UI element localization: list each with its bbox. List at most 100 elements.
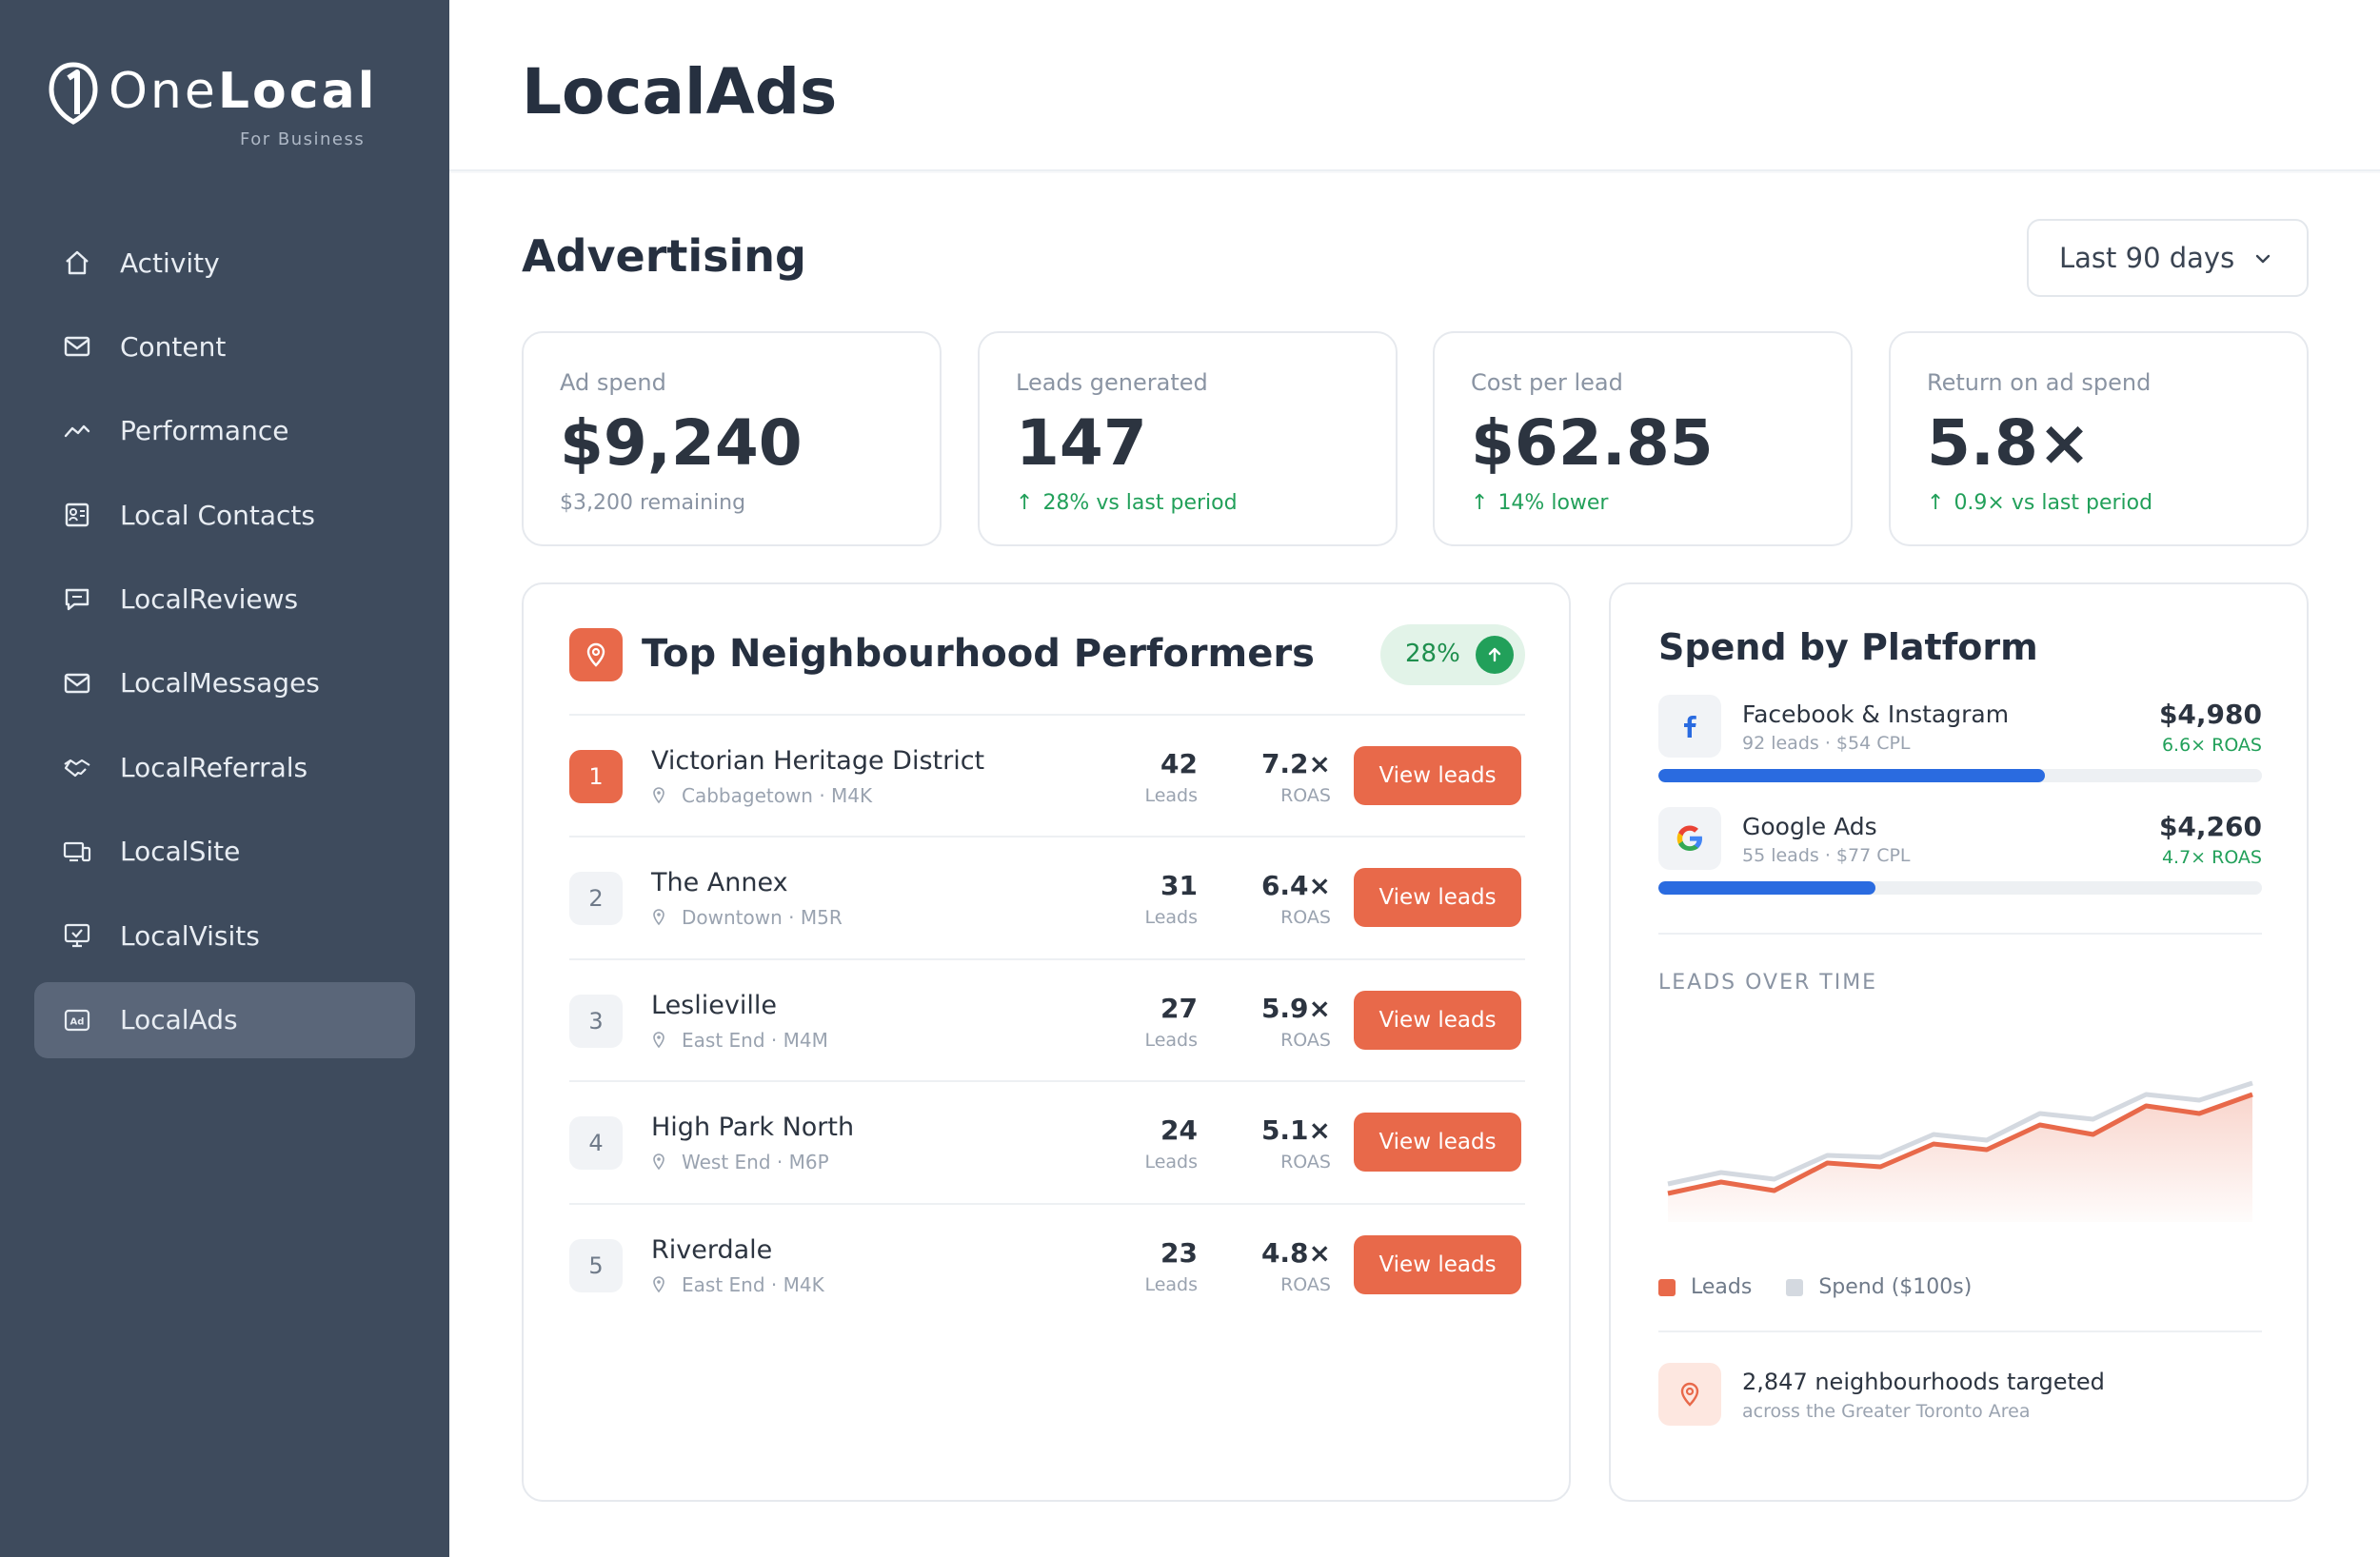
brand-subtitle: For Business <box>240 129 366 149</box>
roas-label: ROAS <box>1280 785 1331 806</box>
leads-count: 42 <box>1160 748 1198 779</box>
mail-icon <box>61 330 93 363</box>
sidebar-item-local-ads[interactable]: Ad LocalAds <box>34 981 415 1058</box>
leads-count: 23 <box>1160 1236 1198 1269</box>
location-pin-icon <box>1658 1363 1721 1426</box>
onelocal-logo-icon <box>49 62 98 125</box>
sidebar-item-performance[interactable]: Performance <box>34 393 415 469</box>
platform-row-google: Google Ads 55 leads · $77 CPL $4,260 4.7… <box>1658 807 2262 902</box>
date-range-value: Last 90 days <box>2059 242 2235 274</box>
location-pin-icon <box>653 1031 664 1049</box>
sidebar-item-activity[interactable]: Activity <box>34 225 415 301</box>
svg-text:Ad: Ad <box>70 1016 85 1027</box>
platform-roas: 6.6× ROAS <box>2161 735 2262 756</box>
platform-name: Google Ads <box>1742 813 1877 840</box>
kpi-value: 147 <box>1016 406 1147 480</box>
leads-stat: 24 Leads <box>1121 1114 1198 1173</box>
neighbourhood-location: Cabbagetown · M4K <box>651 784 872 807</box>
sidebar-item-label: LocalSite <box>120 836 241 868</box>
neighbourhood-location-text: Downtown · M5R <box>682 906 843 930</box>
sidebar-item-label: LocalMessages <box>120 667 320 700</box>
roas-value: 7.2× <box>1260 748 1331 779</box>
location-pin-icon <box>653 1275 664 1292</box>
list-item: 1 Victorian Heritage District Cabbagetow… <box>569 714 1525 836</box>
platform-meta: 55 leads · $77 CPL <box>1742 845 1911 866</box>
arrow-up-icon <box>1476 636 1514 674</box>
view-leads-button[interactable]: View leads <box>1354 1113 1521 1173</box>
location-pin-icon <box>653 1153 664 1171</box>
targeting-count: 2,847 neighbourhoods targeted <box>1742 1369 2105 1395</box>
view-leads-button[interactable]: View leads <box>1354 1234 1521 1294</box>
sidebar-item-local-visits[interactable]: LocalVisits <box>34 897 415 974</box>
leads-stat: 27 Leads <box>1121 993 1198 1051</box>
neighbourhood-location: East End · M4K <box>651 1273 824 1296</box>
sidebar-item-local-site[interactable]: LocalSite <box>34 814 415 890</box>
kpi-value: $9,240 <box>560 406 803 480</box>
date-range-select[interactable]: Last 90 days <box>2027 219 2309 297</box>
platform-spend: $4,260 <box>2158 811 2262 842</box>
sidebar-item-local-contacts[interactable]: Local Contacts <box>34 477 415 553</box>
platform-row-facebook: Facebook & Instagram 92 leads · $54 CPL … <box>1658 695 2262 790</box>
legend-item-spend: Spend ($100s) <box>1786 1275 1972 1299</box>
targeting-area: across the Greater Toronto Area <box>1742 1401 2031 1422</box>
rank-badge: 3 <box>569 994 623 1048</box>
kpi-trend: ↑ 0.9× vs last period <box>1927 491 2152 515</box>
list-item: 2 The Annex Downtown · M5R 31 Leads 6.4×… <box>569 836 1525 957</box>
legend-label: Leads <box>1691 1275 1753 1299</box>
sidebar-item-label: Content <box>120 330 227 363</box>
view-leads-button[interactable]: View leads <box>1354 746 1521 805</box>
arrow-up-icon: ↑ <box>1927 491 1945 515</box>
leads-count: 27 <box>1160 992 1198 1024</box>
kpi-card-leads-generated: Leads generated 147 ↑ 28% vs last period <box>978 331 1398 546</box>
main-area: LocalAds Advertising Last 90 days Ad spe… <box>449 0 2380 1557</box>
sidebar-item-local-messages[interactable]: LocalMessages <box>34 645 415 721</box>
growth-badge-value: 28% <box>1405 640 1460 668</box>
rank-badge: 2 <box>569 872 623 926</box>
kpi-label: Ad spend <box>560 369 666 396</box>
roas-stat: 7.2× ROAS <box>1255 748 1331 806</box>
chart-legend: Leads Spend ($100s) <box>1658 1275 2006 1299</box>
platform-name: Facebook & Instagram <box>1742 700 2010 728</box>
sidebar-item-content[interactable]: Content <box>34 308 415 384</box>
view-leads-button[interactable]: View leads <box>1354 990 1521 1050</box>
monitor-check-icon <box>61 919 93 952</box>
view-leads-button[interactable]: View leads <box>1354 868 1521 928</box>
neighbourhood-location-text: West End · M6P <box>682 1151 829 1174</box>
kpi-trend: ↑ 14% lower <box>1471 491 1608 515</box>
sidebar-item-local-reviews[interactable]: LocalReviews <box>34 562 415 638</box>
chart-title: LEADS OVER TIME <box>1658 971 1878 995</box>
growth-badge: 28% <box>1380 624 1525 685</box>
roas-stat: 6.4× ROAS <box>1255 870 1331 928</box>
contact-card-icon <box>61 499 93 531</box>
roas-label: ROAS <box>1280 1152 1331 1173</box>
kpi-subtext: $3,200 remaining <box>560 491 746 515</box>
leads-count: 31 <box>1160 870 1198 902</box>
leads-stat: 42 Leads <box>1121 748 1198 806</box>
chevron-down-icon <box>2255 254 2271 264</box>
legend-swatch-leads <box>1658 1278 1676 1296</box>
platform-share-bar-fill <box>1658 769 2045 782</box>
roas-stat: 4.8× ROAS <box>1255 1237 1331 1295</box>
divider <box>1658 933 2262 935</box>
handshake-icon <box>61 751 93 783</box>
leads-stat: 31 Leads <box>1121 870 1198 928</box>
sidebar-item-label: Performance <box>120 415 289 447</box>
roas-value: 6.4× <box>1260 870 1331 902</box>
platform-share-bar <box>1658 881 2262 895</box>
kpi-value: $62.85 <box>1471 406 1714 480</box>
sidebar-item-local-referrals[interactable]: LocalReferrals <box>34 729 415 805</box>
leads-label: Leads <box>1144 1273 1198 1295</box>
roas-label: ROAS <box>1280 1273 1331 1295</box>
card-title: Spend by Platform <box>1658 626 2038 668</box>
location-pin-icon <box>653 909 664 926</box>
brand-logo[interactable]: OneLocal For Business <box>46 57 375 162</box>
leads-label: Leads <box>1144 785 1198 806</box>
platform-roas: 4.7× ROAS <box>2161 847 2262 868</box>
roas-label: ROAS <box>1280 1029 1331 1051</box>
legend-swatch-spend <box>1786 1278 1804 1296</box>
divider <box>1658 1330 2262 1332</box>
envelope-icon <box>61 667 93 700</box>
neighbourhood-list: 1 Victorian Heritage District Cabbagetow… <box>569 714 1525 1325</box>
roas-stat: 5.9× ROAS <box>1255 993 1331 1051</box>
kpi-row: Ad spend $9,240 $3,200 remaining Leads g… <box>522 331 2309 546</box>
